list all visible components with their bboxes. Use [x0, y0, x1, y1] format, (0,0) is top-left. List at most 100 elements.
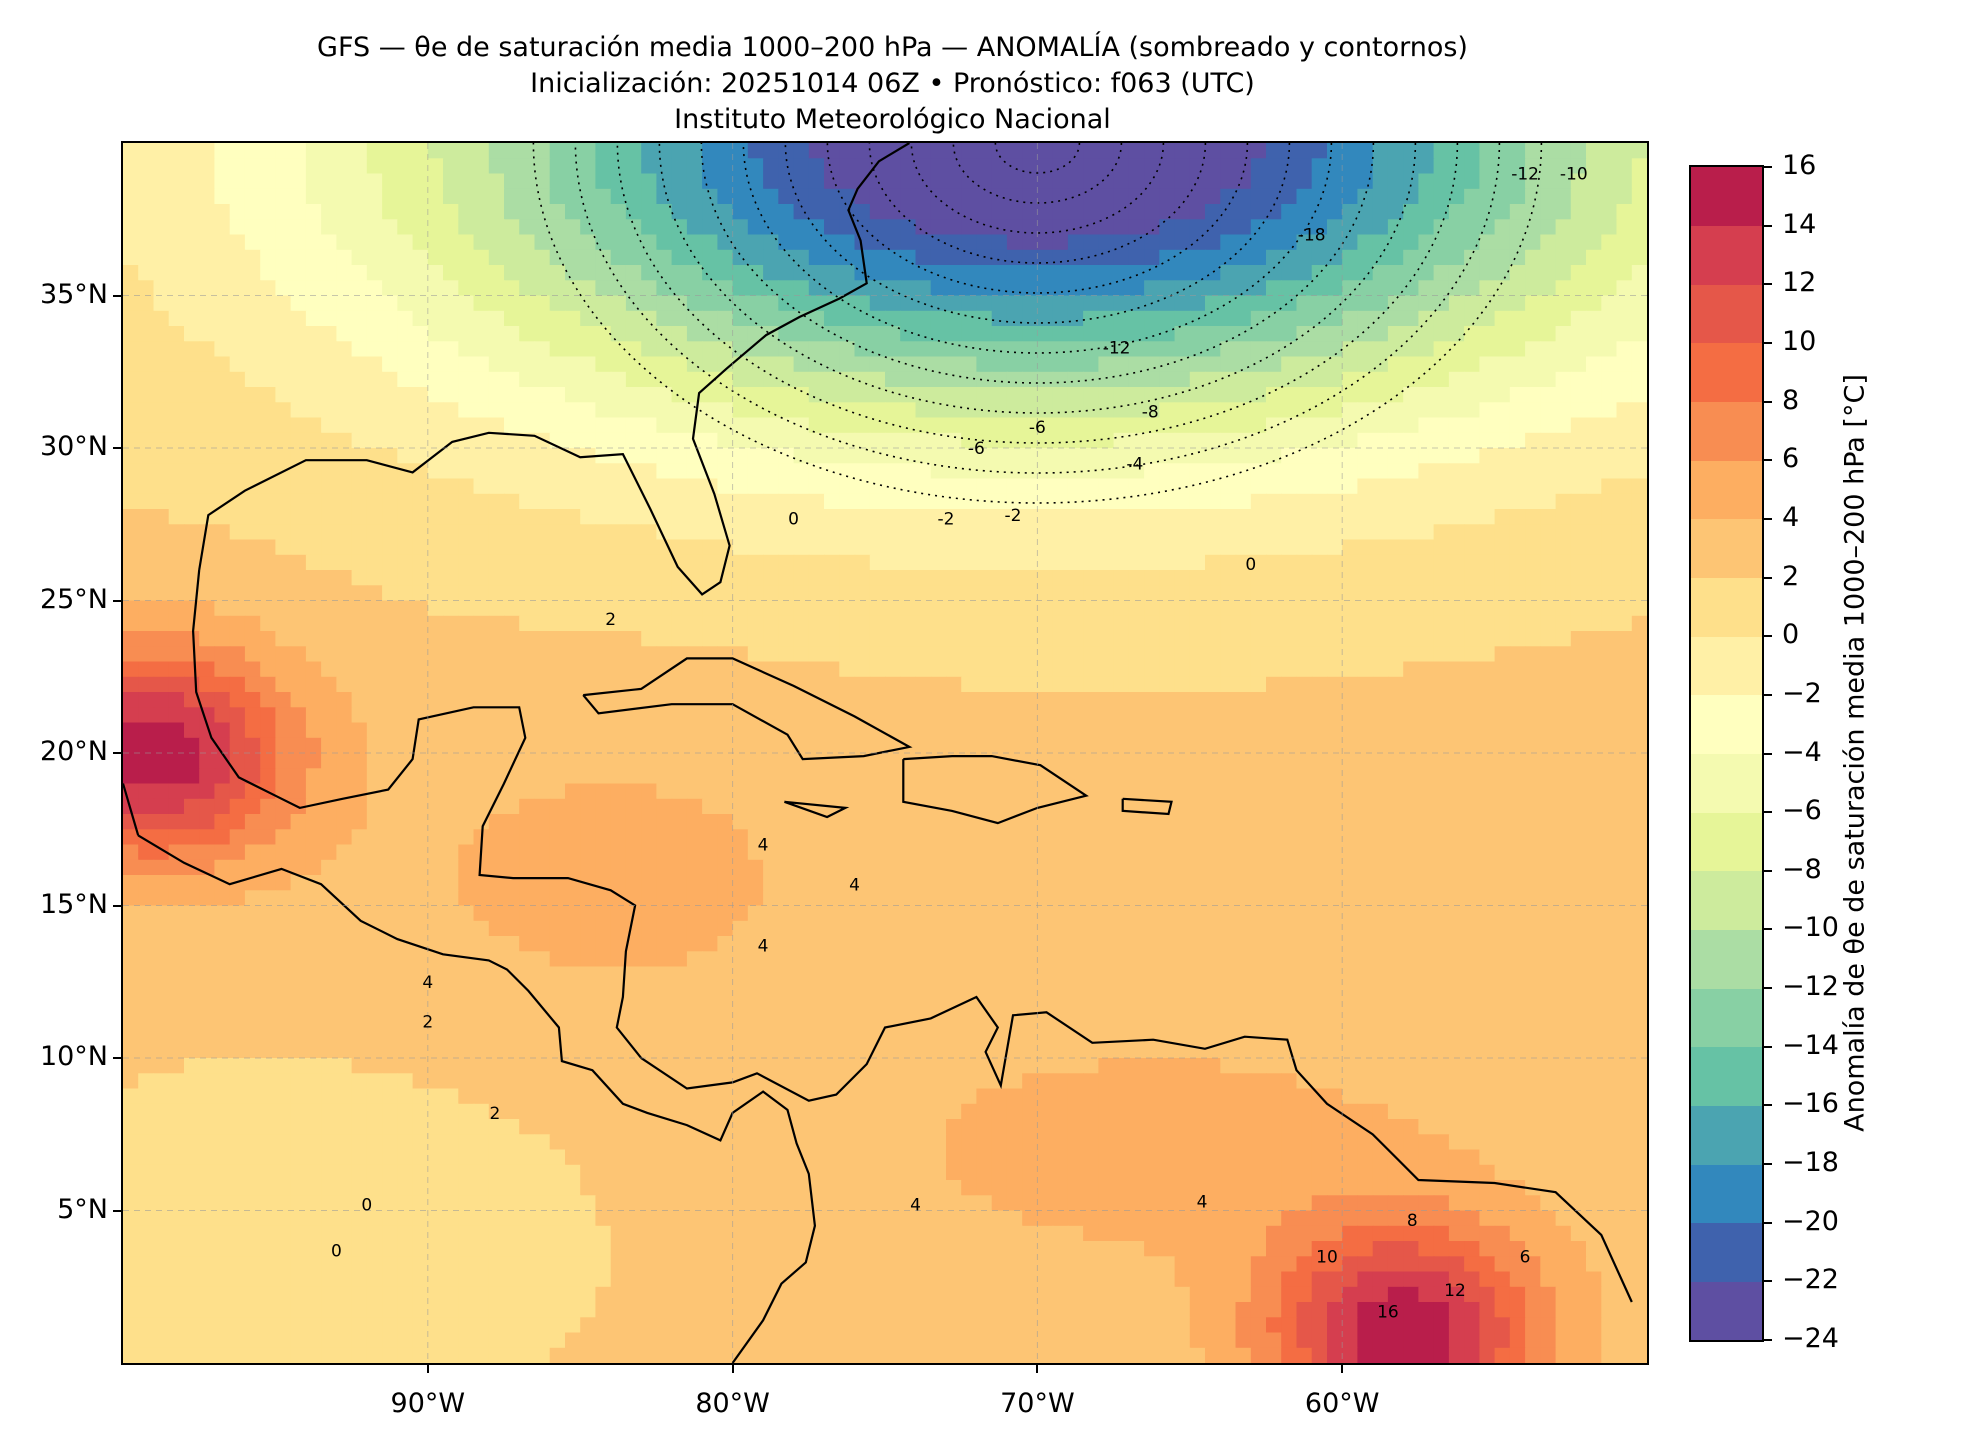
colorbar-tick-label: −8: [1782, 853, 1822, 885]
colorbar-tick: [1764, 987, 1772, 990]
colorbar-tick-label: 10: [1782, 325, 1817, 357]
colorbar-tick-label: −22: [1782, 1264, 1839, 1296]
contour-label: -12: [1511, 165, 1539, 185]
colorbar-tick-label: −20: [1782, 1205, 1839, 1237]
colorbar-segment: [1691, 636, 1762, 696]
colorbar-segment: [1691, 694, 1762, 754]
latitude-tick-label: 25°N: [39, 583, 108, 615]
contour-label: 4: [758, 936, 769, 956]
colorbar-tick: [1764, 1280, 1772, 1283]
longitude-tick-label: 60°W: [1304, 1388, 1380, 1419]
latitude-tick-label: 35°N: [39, 278, 108, 310]
colorbar-tick-label: 16: [1782, 150, 1817, 181]
colorbar-segment: [1691, 1164, 1762, 1224]
contour-label: 6: [1520, 1247, 1531, 1267]
contour-label: -2: [1005, 506, 1022, 526]
colorbar-segment: [1691, 460, 1762, 520]
colorbar-tick-label: −24: [1782, 1323, 1839, 1354]
colorbar-tick-label: 12: [1782, 267, 1817, 299]
colorbar-tick-label: −4: [1782, 736, 1822, 768]
colorbar-tick-label: −14: [1782, 1029, 1839, 1061]
longitude-tick: [426, 1365, 429, 1373]
colorbar-segment: [1691, 1281, 1762, 1340]
colorbar-tick: [1764, 400, 1772, 403]
longitude-tick-label: 80°W: [695, 1388, 770, 1419]
latitude-tick: [113, 1057, 121, 1059]
latitude-tick: [113, 904, 121, 907]
colorbar-tick-label: 14: [1782, 208, 1817, 240]
colorbar-tick-label: −18: [1782, 1147, 1839, 1179]
latitude-tick-label: 20°N: [39, 736, 108, 767]
colorbar-segment: [1691, 1222, 1762, 1282]
latitude-tick: [113, 294, 121, 297]
longitude-tick: [1341, 1365, 1344, 1373]
colorbar-segment: [1691, 753, 1762, 813]
colorbar-segment: [1691, 1105, 1762, 1165]
contour-label: 4: [849, 875, 860, 895]
contour-label: 2: [605, 610, 616, 630]
latitude-tick-label: 10°N: [39, 1041, 108, 1072]
latitude-tick: [113, 752, 121, 754]
figure-title-block: GFS — θe de saturación media 1000–200 hP…: [120, 30, 1665, 138]
figure-subtitle: Inicialización: 20251014 06Z • Pronóstic…: [530, 68, 1255, 99]
colorbar-tick: [1764, 752, 1772, 755]
anomaly-shading: [123, 143, 1647, 1363]
colorbar-tick: [1764, 928, 1772, 931]
latitude-tick-label: 15°N: [39, 888, 108, 920]
colorbar-tick: [1764, 1339, 1772, 1341]
colorbar-tick: [1764, 811, 1772, 814]
contour-label: 2: [489, 1104, 500, 1124]
colorbar-title: Anomalía de θe de saturación media 1000–…: [1839, 374, 1871, 1132]
colorbar-tick-label: −6: [1782, 795, 1822, 827]
contour-label: 4: [758, 836, 769, 856]
contour-label: 2: [422, 1013, 433, 1033]
contour-label: 0: [1245, 555, 1256, 575]
colorbar-tick-label: 4: [1782, 501, 1800, 533]
colorbar-segment: [1691, 401, 1762, 461]
contour-label: 0: [788, 509, 799, 529]
colorbar-tick: [1764, 224, 1772, 227]
contour-label: -8: [1142, 403, 1159, 423]
colorbar-tick-label: 0: [1782, 619, 1800, 651]
latitude-tick: [113, 599, 121, 602]
colorbar-segment: [1691, 518, 1762, 579]
colorbar-tick: [1764, 1163, 1772, 1166]
colorbar-tick-label: 8: [1782, 384, 1800, 416]
contour-label: -12: [1103, 338, 1131, 358]
colorbar-segment: [1691, 929, 1762, 989]
contour-label: 4: [422, 973, 433, 993]
anomaly-map-svg: -12 -8 -6 -6 -4 -2 0 -2 -12 -10 -18 0 2 4 4 4 0 2 4 2 4 10 16 1…: [123, 143, 1647, 1363]
contour-label: -10: [1560, 165, 1588, 185]
contour-label: -4: [1126, 454, 1143, 474]
colorbar-tick: [1764, 341, 1772, 344]
contour-labels: -12 -8 -6 -6 -4 -2 0 -2 -12 -10 -18 0 2 4 4 4 0 2 4 2 4 10 16 1…: [331, 165, 1588, 1323]
contour-label: 4: [910, 1196, 921, 1216]
colorbar-segment: [1691, 1046, 1762, 1106]
contour-label: -2: [938, 509, 955, 529]
colorbar-segment: [1691, 225, 1762, 285]
colorbar-tick: [1764, 576, 1772, 579]
colorbar-tick: [1764, 635, 1772, 638]
contour-label: 16: [1377, 1302, 1399, 1322]
institution-label: Instituto Meteorológico Nacional: [674, 104, 1111, 135]
coastlines: [123, 143, 1633, 1363]
contour-label: 12: [1444, 1281, 1466, 1301]
colorbar-tick-label: −12: [1782, 971, 1839, 1003]
anomaly-map: -12 -8 -6 -6 -4 -2 0 -2 -12 -10 -18 0 2 4 4 4 0 2 4 2 4 10 16 1…: [121, 141, 1649, 1365]
colorbar-tick: [1764, 869, 1772, 872]
contour-label: 0: [331, 1241, 342, 1261]
colorbar-segment: [1691, 342, 1762, 403]
colorbar-tick: [1764, 1104, 1772, 1107]
colorbar-tick-label: 6: [1782, 443, 1800, 475]
colorbar-tick: [1764, 517, 1772, 520]
colorbar-tick-label: −16: [1782, 1088, 1839, 1120]
contour-label: 8: [1407, 1211, 1418, 1231]
colorbar-tick-label: −10: [1782, 912, 1839, 944]
figure-title: GFS — θe de saturación media 1000–200 hP…: [317, 32, 1468, 63]
longitude-tick: [1036, 1365, 1039, 1373]
latitude-tick-label: 30°N: [39, 431, 108, 462]
colorbar-tick-label: 2: [1782, 560, 1800, 592]
longitude-tick-label: 70°W: [1000, 1388, 1075, 1419]
colorbar-segment: [1691, 870, 1762, 930]
colorbar-segment: [1691, 812, 1762, 872]
